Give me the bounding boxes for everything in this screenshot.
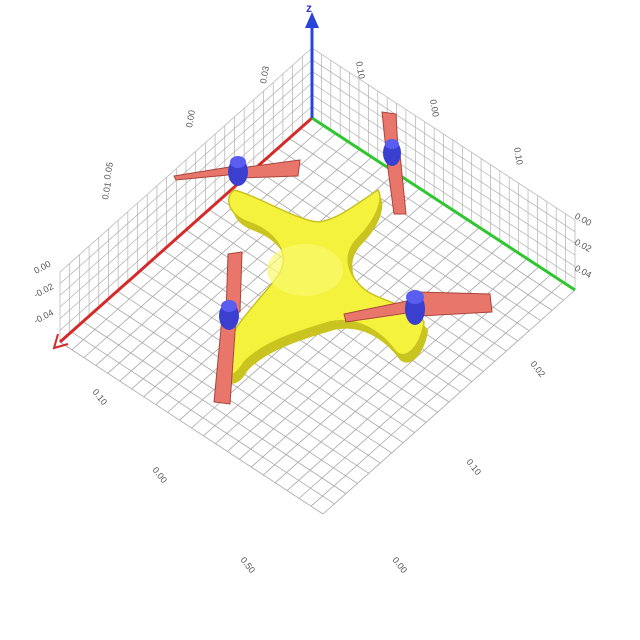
- propeller-front-left: [173, 156, 301, 186]
- floor-right-tick-label: 0.00: [390, 555, 409, 575]
- wall-grid-line: [59, 71, 313, 296]
- motor-cap: [385, 139, 399, 149]
- floor-grid-line: [215, 219, 468, 444]
- floor-grid-line: [227, 227, 480, 452]
- propeller-back-right: [343, 290, 493, 325]
- floor-grid-line: [262, 250, 516, 476]
- motor-cap: [406, 290, 424, 304]
- floor-left-tick-label: 0.10: [90, 387, 109, 407]
- right-wall-z-tick-label: 0.00: [573, 211, 593, 228]
- wall-grid-line: [311, 59, 576, 232]
- y-axis: [311, 116, 576, 292]
- propeller-blade: [225, 251, 243, 315]
- z-axis-label: z: [306, 1, 312, 15]
- floor-grid-line: [128, 280, 392, 454]
- z-axis-arrowhead: [305, 12, 319, 28]
- floor-right-tick-label: 0.10: [464, 457, 483, 477]
- right-wall-top-tick-label: 0.10: [512, 147, 525, 166]
- left-wall-top-tick-label: 0.01: [100, 181, 113, 200]
- floor-grid-line: [71, 331, 335, 505]
- left-wall-top-tick-label: 0.00: [184, 109, 197, 128]
- right-wall-top-tick-label: 0.00: [428, 99, 441, 118]
- floor-grid-line: [310, 281, 564, 507]
- wall-grid-line: [59, 82, 313, 308]
- wall-grid-line: [311, 47, 576, 221]
- floor-grid-line: [105, 300, 370, 474]
- propeller-blade: [417, 291, 493, 317]
- wall-grid-line: [59, 59, 313, 284]
- right-wall-z-tick-label: 0.02: [573, 237, 593, 254]
- floor-grid-line: [117, 290, 381, 464]
- floor-grid-line: [322, 289, 576, 515]
- wall-grid-line: [59, 47, 313, 273]
- left-wall-z-tick-label: 0.00: [32, 259, 52, 276]
- motor-cap: [221, 300, 237, 312]
- wall-grid-line: [59, 106, 313, 331]
- motor-cap: [230, 156, 246, 168]
- propeller-front-right: [381, 111, 407, 215]
- right-wall-top-tick-label: 0.10: [354, 61, 367, 80]
- floor-right-tick-label: 0.02: [528, 359, 547, 379]
- x-axis-arrowhead: [52, 333, 69, 350]
- right-wall-z-tick-label: 0.04: [573, 263, 593, 280]
- left-wall-z-tick-label: -0.04: [32, 307, 55, 325]
- floor-grid-line: [82, 321, 347, 494]
- left-wall-top-tick-label: 0.03: [258, 65, 271, 84]
- wall-grid-line: [311, 71, 576, 244]
- floor-left-tick-label: 0.00: [150, 465, 169, 485]
- left-wall-z-tick-label: -0.02: [32, 281, 55, 299]
- floor-grid-line: [239, 234, 492, 460]
- wall-grid-line: [59, 94, 313, 319]
- x-axis: [59, 116, 313, 344]
- wall-grid-line: [311, 82, 576, 256]
- floor-grid-line: [298, 274, 552, 499]
- drone-body-highlight: [267, 244, 343, 296]
- floor-grid-line: [286, 266, 540, 491]
- propeller-back-left: [213, 251, 243, 405]
- floor-grid-line: [59, 341, 324, 515]
- drone-model[interactable]: [173, 111, 493, 405]
- floor-grid-line: [251, 242, 504, 468]
- floor-left-tick-label: 0.50: [238, 555, 257, 575]
- floor-grid-line: [139, 270, 404, 444]
- left-wall-top-tick-label: 0.05: [102, 161, 115, 180]
- wall-grid-line: [311, 94, 576, 267]
- wall-grid-line: [311, 106, 576, 279]
